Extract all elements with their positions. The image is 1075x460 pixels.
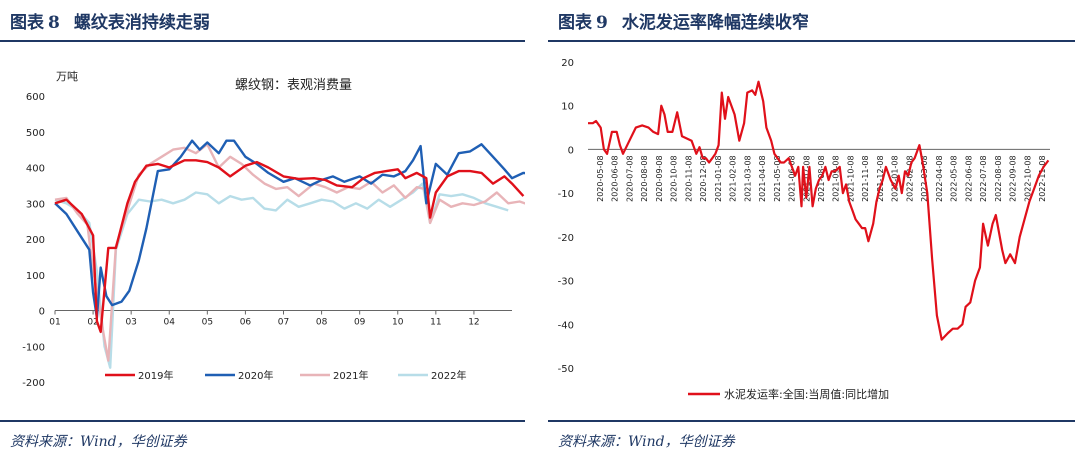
x-tick-label: 12: [468, 318, 479, 328]
chart-title: 螺纹钢：表观消费量: [235, 78, 352, 93]
figure-8-bottom-rule: [0, 420, 525, 422]
x-tick-label: 2021-01-08: [714, 155, 723, 202]
y-tick-label: 20: [561, 58, 574, 69]
y-tick-label: -200: [22, 378, 45, 389]
figure-9-bottom-rule: [548, 420, 1075, 422]
x-tick-label: 2022-08-08: [994, 155, 1003, 202]
x-tick-label: 08: [316, 318, 328, 328]
y-tick-label: 600: [26, 92, 45, 103]
x-tick-label: 03: [125, 318, 136, 328]
y-tick-label: 300: [26, 199, 45, 210]
x-tick-label: 2020-09-08: [655, 155, 664, 202]
figure-8-panel: 图表 8 螺纹表消持续走弱 螺纹钢：表观消费量 万吨 -200 -100 0 100 200 30…: [0, 0, 525, 460]
x-tick-label: 2021-09-08: [832, 155, 841, 202]
y-axis-unit-label: 万吨: [56, 70, 78, 83]
x-tick-label: 2021-11-08: [861, 155, 870, 202]
y-tick-label: 400: [26, 164, 45, 175]
y-tick-label: -50: [558, 364, 574, 375]
x-tick-label: 2021-12-08: [876, 155, 885, 202]
x-tick-label: 2021-10-08: [847, 155, 856, 202]
x-tick-label: 2020-05-08: [596, 155, 605, 202]
y-tick-label: 0: [39, 307, 45, 318]
figure-8-title: 图表 8 螺纹表消持续走弱: [10, 8, 210, 33]
x-tick-label: 2022-01-08: [891, 155, 900, 202]
y-tick-label: -30: [558, 277, 574, 288]
x-tick-label: 2022-11-08: [1038, 155, 1047, 202]
y-tick-label: -40: [558, 320, 574, 331]
x-tick-label: 02: [87, 318, 98, 328]
x-tick-label: 11: [430, 318, 441, 328]
figure-9-top-rule: [548, 40, 1075, 42]
figure-9-source: 资料来源：Wind，华创证券: [558, 434, 735, 450]
y-tick-label: -100: [22, 342, 45, 353]
x-tick-label: 10: [392, 318, 404, 328]
x-tick-label: 2021-06-08: [788, 155, 797, 202]
x-tick-label: 04: [164, 318, 176, 328]
figure-9-title: 图表 9 水泥发运率降幅连续收窄: [558, 8, 809, 33]
series-line-cement: [588, 80, 1050, 341]
x-tick-label: 2022-04-08: [935, 155, 944, 202]
x-tick-label: 2020-10-08: [670, 155, 679, 202]
legend-label-2022年: 2022年: [431, 369, 466, 382]
x-tick-label: 2020-11-08: [684, 155, 693, 202]
y-tick-label: 0: [568, 145, 574, 156]
x-tick-label: 09: [354, 318, 366, 328]
figure-8-number: 8: [48, 13, 60, 33]
x-tick-label: 2022-10-08: [1023, 155, 1032, 202]
x-tick-label: 2020-08-08: [640, 155, 649, 202]
x-tick-label: 01: [49, 318, 60, 328]
x-tick-label: 2020-12-08: [699, 155, 708, 202]
figure-9-heading: 水泥发运率降幅连续收窄: [621, 13, 809, 33]
x-tick-label: 2022-02-08: [905, 155, 914, 202]
rebar-consumption-chart: 螺纹钢：表观消费量 万吨 -200 -100 0 100 200 300 400 500 600 01…: [22, 70, 525, 389]
y-tick-label: 500: [26, 128, 45, 139]
legend-label-cement: 水泥发运率:全国:当周值:同比增加: [724, 387, 889, 401]
x-tick-label: 2020-06-08: [611, 155, 620, 202]
x-tick-label: 2021-02-08: [729, 155, 738, 202]
x-tick-label: 07: [278, 318, 289, 328]
series-line-2019年: [54, 159, 525, 334]
legend-label-2020年: 2020年: [238, 369, 273, 382]
x-tick-label: 2021-04-08: [758, 155, 767, 202]
cement-shipment-chart: -50 -40 -30 -20 -10 0 10 20 2020-05-08 2020-06-08…: [558, 58, 1050, 401]
x-tick-label: 2020-07-08: [626, 155, 635, 202]
y-tick-label: -10: [558, 189, 574, 200]
figure-8-source: 资料来源：Wind，华创证券: [10, 434, 187, 450]
x-tick-label: 06: [240, 318, 252, 328]
legend-label-2019年: 2019年: [138, 369, 173, 382]
x-tick-label: 2022-05-08: [950, 155, 959, 202]
y-tick-label: -20: [558, 233, 574, 244]
y-tick-label: 100: [26, 271, 45, 282]
figure-9-number: 9: [596, 13, 608, 33]
x-tick-label: 2022-07-08: [979, 155, 988, 202]
x-tick-label: 2022-06-08: [964, 155, 973, 202]
series-line-2020年: [54, 139, 525, 319]
figure-9-panel: 图表 9 水泥发运率降幅连续收窄 -50 -40 -30 -20 -10 0 10 20 2020-…: [548, 0, 1075, 460]
x-tick-label: 2022-09-08: [1009, 155, 1018, 202]
y-tick-label: 10: [561, 102, 574, 113]
x-tick-label: 2021-07-08: [802, 155, 811, 202]
figure-8-top-rule: [0, 40, 525, 42]
x-tick-label: 2021-08-08: [817, 155, 826, 202]
figure-9-label: 图表: [558, 13, 592, 33]
figure-8-heading: 螺纹表消持续走弱: [73, 13, 210, 33]
y-tick-label: 200: [26, 235, 45, 246]
series-line-2021年: [54, 143, 525, 362]
x-tick-label: 2021-05-08: [773, 155, 782, 202]
figure-8-label: 图表: [10, 13, 44, 33]
x-tick-label: 05: [202, 318, 213, 328]
series-line-2022年: [54, 182, 509, 369]
legend-label-2021年: 2021年: [333, 369, 368, 382]
x-tick-label: 2021-03-08: [743, 155, 752, 202]
